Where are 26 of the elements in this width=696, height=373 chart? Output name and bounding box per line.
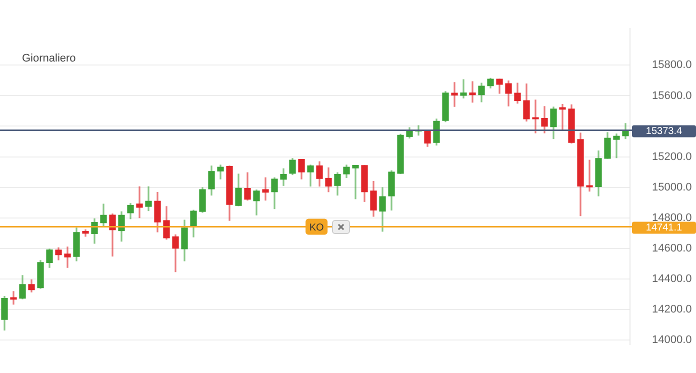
y-tick-label: 14200.0 [652, 303, 692, 316]
y-tick-label: 15000.0 [652, 181, 692, 194]
candlestick [10, 291, 17, 305]
ref-line-label: 15373.4 [646, 126, 683, 138]
candlestick [136, 186, 143, 218]
candlestick [145, 186, 152, 212]
candlestick [586, 160, 593, 192]
annotation: KO [309, 222, 324, 234]
candlestick [532, 100, 539, 134]
candlestick [451, 82, 458, 107]
candlestick [613, 134, 620, 158]
y-tick-label: 15200.0 [652, 150, 692, 163]
candlestick [469, 81, 476, 103]
y-tick-label: 14400.0 [652, 272, 692, 285]
y-tick-label: 15600.0 [652, 90, 692, 102]
y-tick-label: 15800.0 [652, 59, 692, 72]
candlestick [559, 104, 566, 131]
y-tick-label: 14800.0 [652, 212, 692, 224]
text: Giornaliero [22, 52, 76, 65]
ref-line-label: 14741.1 [646, 222, 683, 234]
y-tick-label: 14600.0 [652, 242, 692, 254]
y-tick-label: 14000.0 [652, 334, 692, 346]
candlestick [262, 177, 269, 201]
candlestick [352, 164, 359, 200]
candlestick [460, 79, 467, 98]
candlestick [64, 246, 71, 268]
